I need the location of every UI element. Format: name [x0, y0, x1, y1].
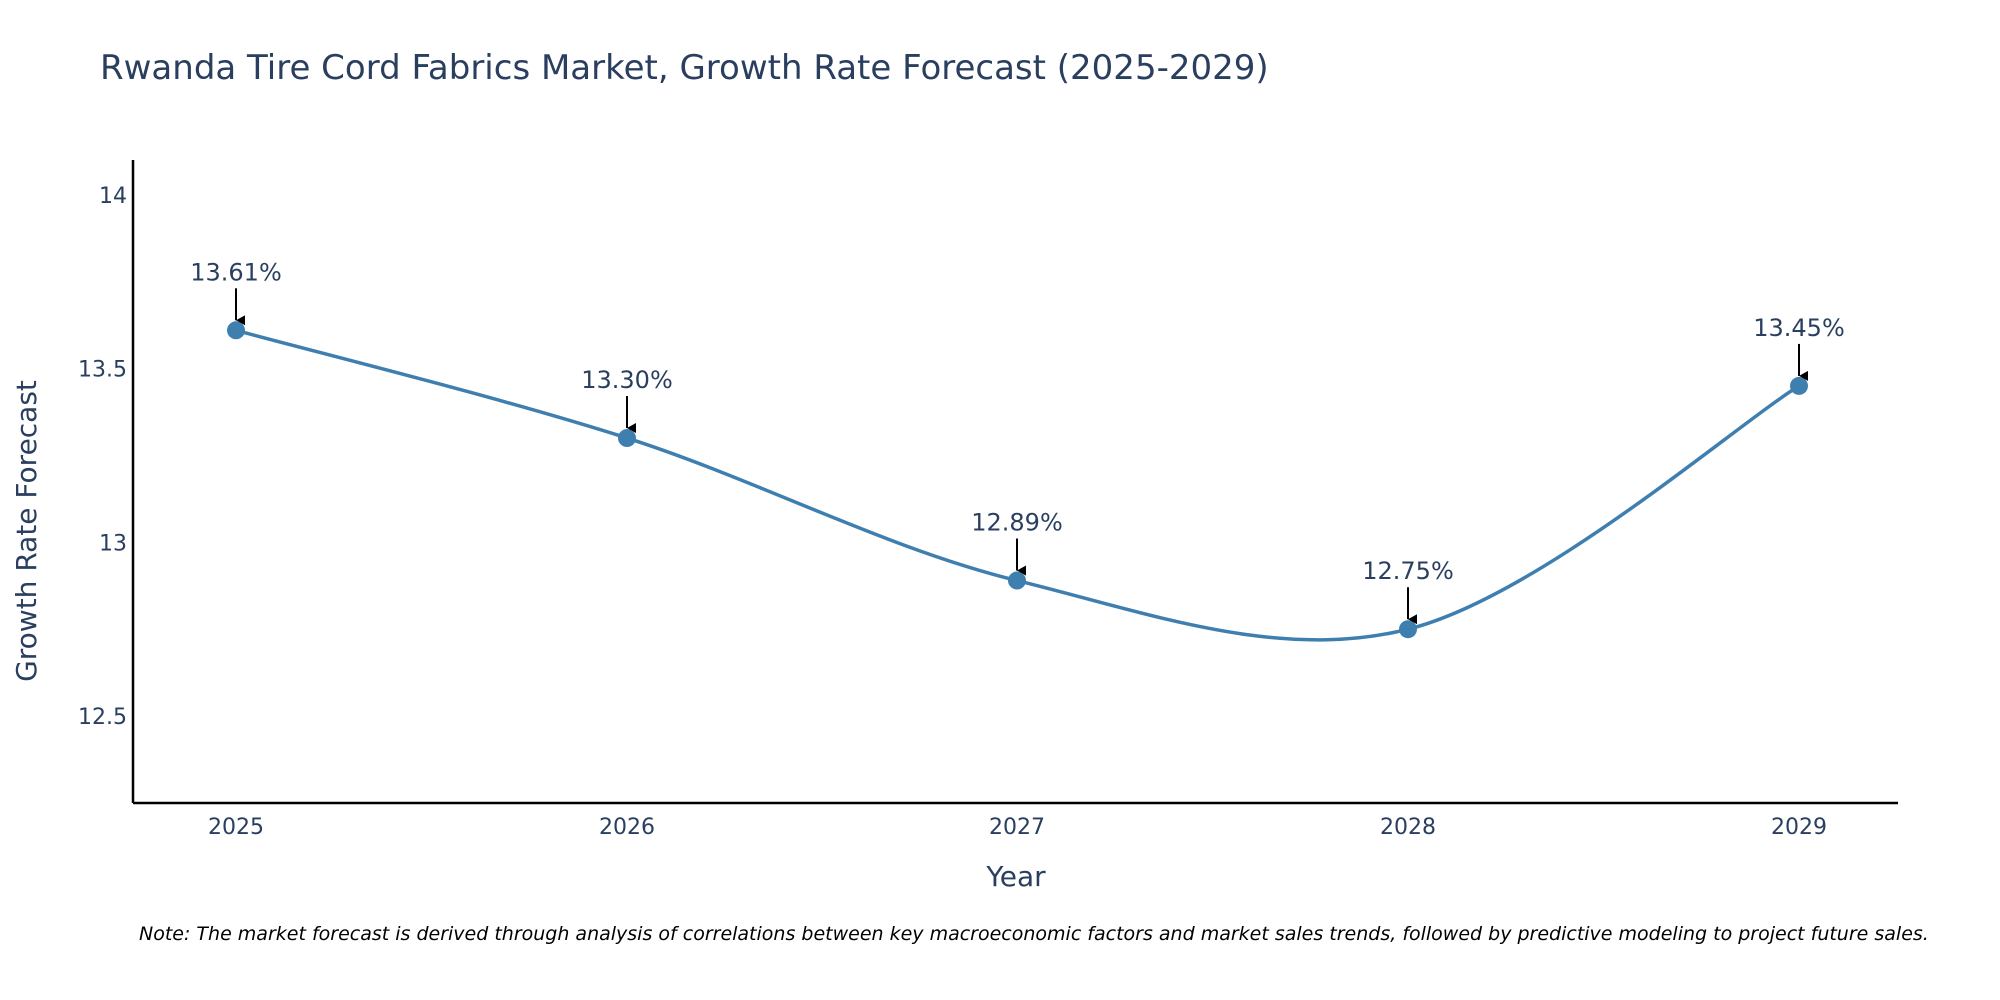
- y-tick-label: 14: [99, 184, 127, 209]
- chart-note: Note: The market forecast is derived thr…: [139, 923, 1929, 945]
- x-tick-label: 2028: [1380, 815, 1436, 840]
- data-label-2026: 13.30%: [581, 366, 673, 394]
- x-axis-title: Year: [985, 860, 1046, 893]
- data-point-2026: [618, 429, 636, 448]
- data-point-2027: [1008, 571, 1026, 590]
- y-tick-label: 13.5: [78, 358, 127, 383]
- data-label-2027: 12.89%: [971, 509, 1063, 537]
- x-tick-label: 2025: [208, 815, 264, 840]
- data-annotations: 13.61% 13.30% 12.89% 12.75% 13.45%: [190, 258, 1845, 625]
- data-point-2025: [227, 321, 245, 340]
- data-label-2029: 13.45%: [1753, 314, 1845, 342]
- y-tick-label: 13: [99, 531, 127, 556]
- series-markers: [227, 321, 1808, 639]
- data-label-2025: 13.61%: [190, 258, 282, 286]
- x-tick-label: 2029: [1771, 815, 1827, 840]
- data-point-2029: [1790, 376, 1808, 395]
- y-tick-label: 12.5: [78, 705, 127, 730]
- x-tick-label: 2026: [599, 815, 655, 840]
- x-axis-ticks: 2025 2026 2027 2028 2029: [208, 815, 1827, 840]
- y-axis-ticks: 12.5 13 13.5 14: [78, 184, 127, 730]
- series-line: [235, 328, 1800, 642]
- data-point-2028: [1399, 620, 1417, 639]
- x-tick-label: 2027: [989, 815, 1045, 840]
- data-label-2028: 12.75%: [1362, 557, 1454, 585]
- chart-title: Rwanda Tire Cord Fabrics Market, Growth …: [100, 48, 1269, 88]
- y-axis-title: Growth Rate Forecast: [10, 380, 43, 682]
